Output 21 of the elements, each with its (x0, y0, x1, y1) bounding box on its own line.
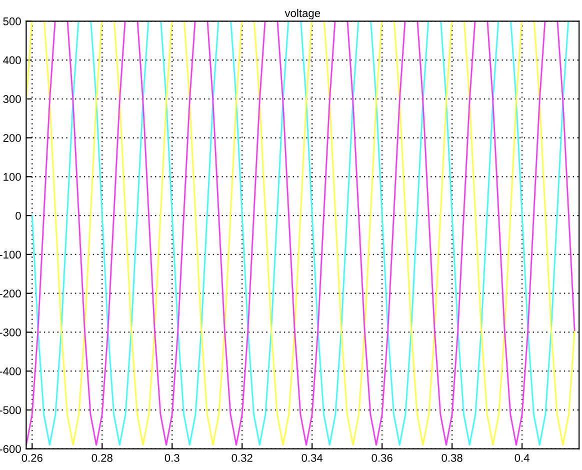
y-tick-label: -300 (0, 328, 21, 336)
y-tick-label: 100 (4, 172, 21, 181)
y-tick-label: 300 (3, 95, 21, 104)
y-tick-label: 500 (3, 17, 21, 26)
y-tick-label: 200 (3, 134, 21, 142)
y-tick-label: -200 (0, 290, 21, 298)
y-tick-label: 400 (3, 56, 21, 64)
y-tick-label: -500 (0, 406, 21, 414)
x-tick-label: 0.3 (164, 454, 180, 462)
x-tick-label: 0.38 (442, 454, 462, 462)
y-tick-label: -600 (0, 445, 21, 453)
chart-title: voltage (284, 8, 320, 20)
y-tick-label: -100 (0, 250, 21, 259)
x-tick-label: 0.4 (514, 454, 530, 462)
x-tick-label: 0.28 (92, 454, 112, 462)
x-tick-label: 0.32 (232, 454, 252, 462)
x-tick-label: 0.34 (302, 454, 323, 462)
x-tick-label: 0.36 (372, 454, 392, 462)
x-tick-label: 0.26 (22, 454, 42, 462)
y-tick-label: -400 (0, 367, 21, 376)
y-tick-label: 0 (16, 212, 21, 220)
